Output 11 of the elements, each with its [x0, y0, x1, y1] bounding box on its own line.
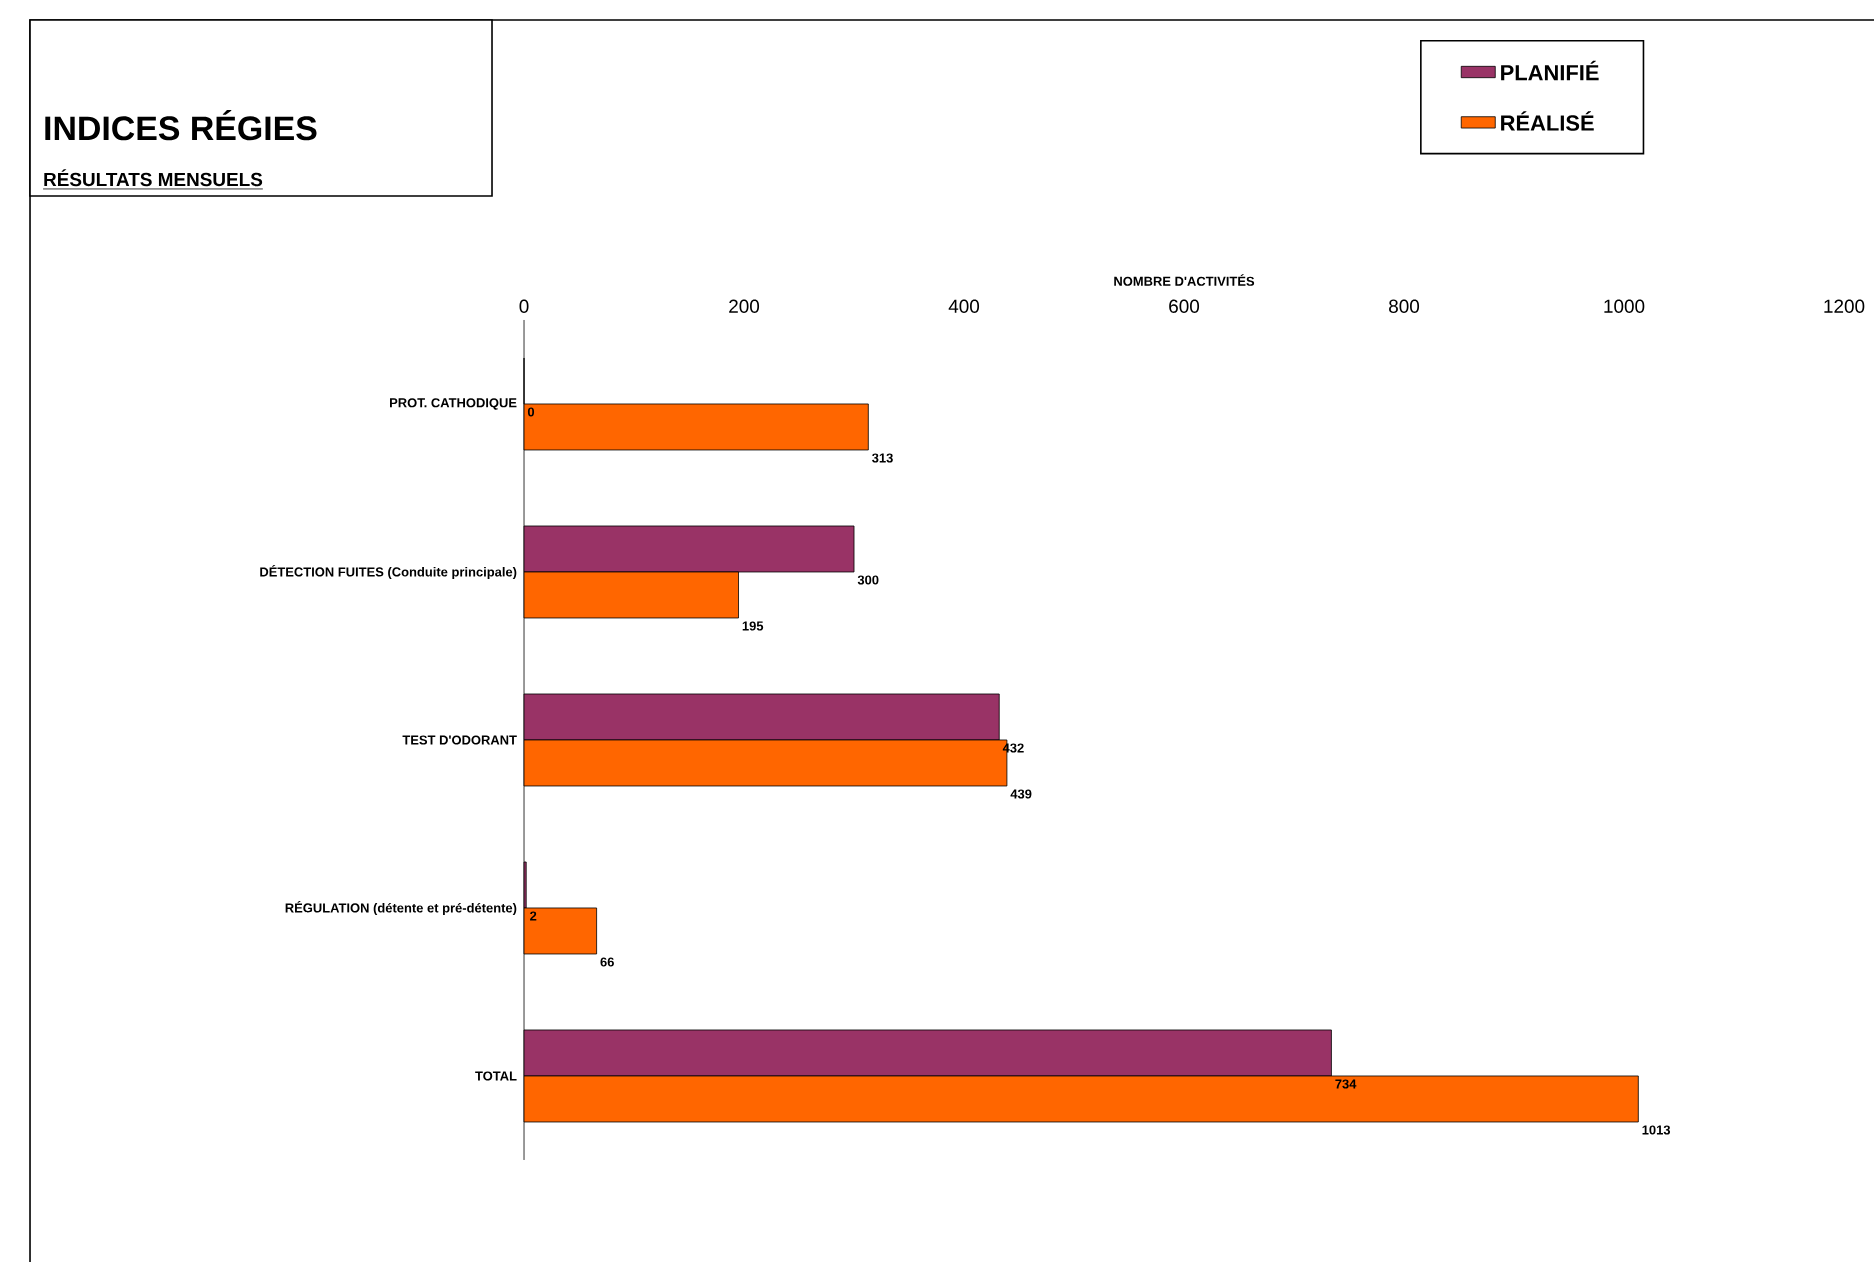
- text: INDICES RÉGIES: [45, 109, 317, 141]
- x-tick-label: 1000: [1604, 299, 1645, 313]
- x-tick-label: 600: [1169, 299, 1200, 313]
- x-tick-label: 1200: [1824, 299, 1865, 313]
- legend-label: RÉALISÉ: [1501, 111, 1594, 131]
- x-tick-label: 800: [1389, 299, 1420, 313]
- x-tick-label: 0: [519, 299, 529, 313]
- legend-label: PLANIFIÉ: [1501, 60, 1599, 81]
- text: RÉSULTATS MENSUELS: [44, 169, 263, 187]
- x-tick-label: 200: [729, 299, 760, 313]
- x-tick-label: 400: [948, 299, 980, 313]
